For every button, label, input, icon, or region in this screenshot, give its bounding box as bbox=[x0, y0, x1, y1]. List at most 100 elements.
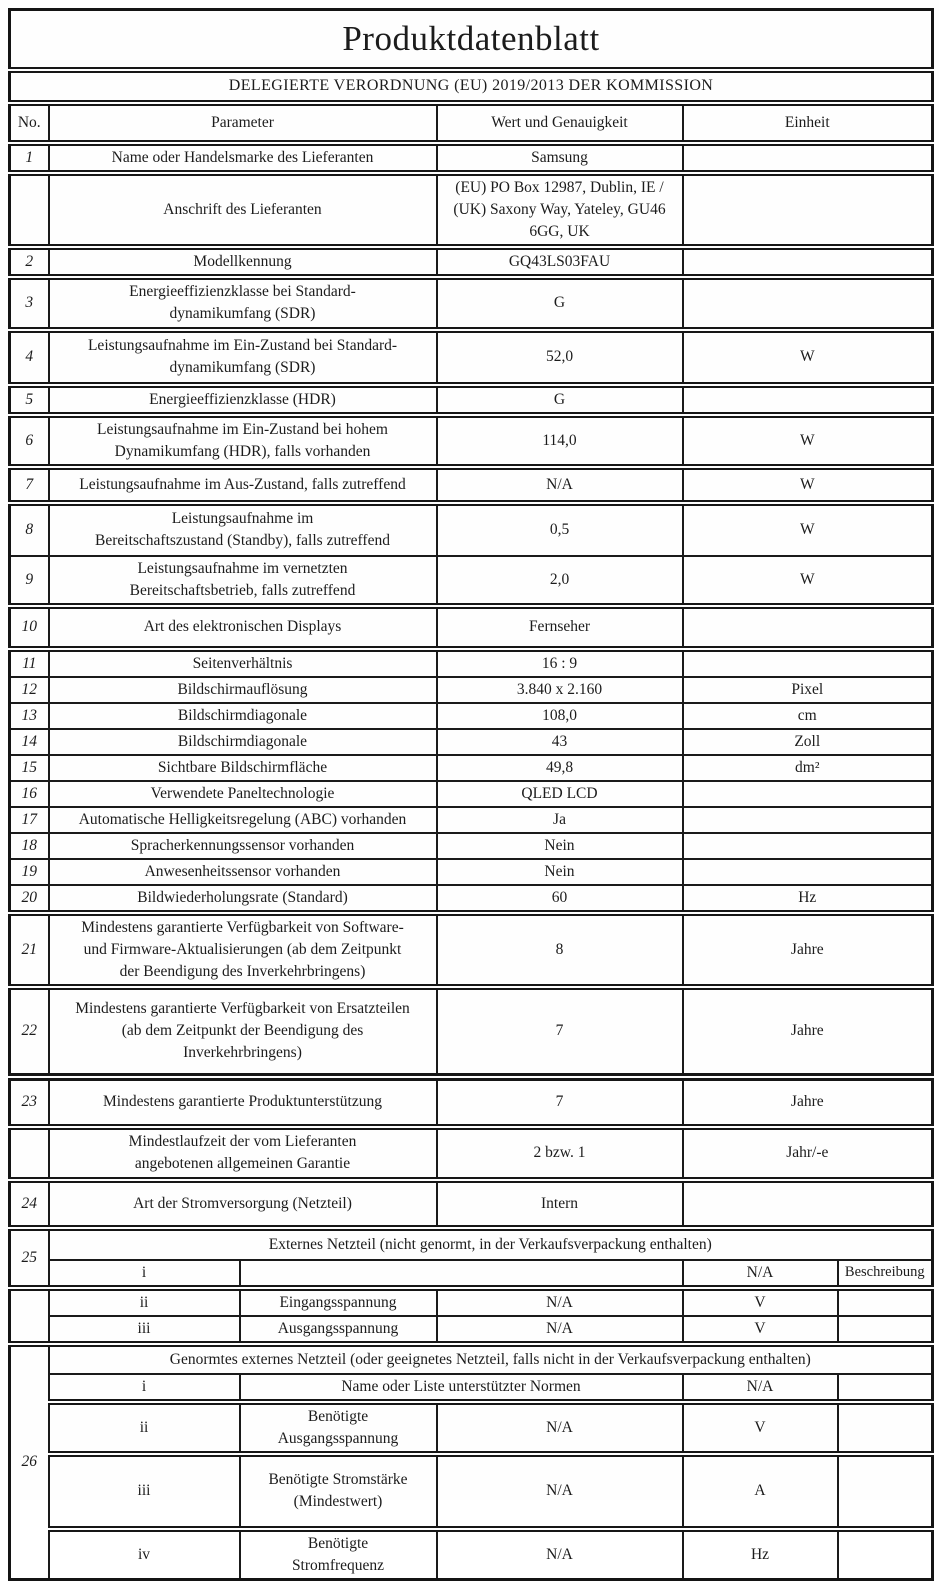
row-unit-cell: W bbox=[681, 326, 934, 386]
row-no-cell: 14 bbox=[8, 727, 50, 756]
row-parameter-cell: Leistungsaufnahme im vernetzten Bereitsc… bbox=[47, 554, 438, 607]
row-value-cell: 108,0 bbox=[435, 701, 684, 730]
sub-row-label: iv bbox=[47, 1525, 241, 1580]
col-header-value: Wert und Genauigkeit bbox=[435, 99, 684, 144]
sub-row-parameter-cell: Eingangsspannung bbox=[238, 1284, 438, 1317]
row-value-cell: 0,5 bbox=[435, 499, 684, 557]
section25-header: Externes Netzteil (nicht genormt, in der… bbox=[47, 1224, 934, 1261]
sub-row-unit-cell: V bbox=[681, 1284, 839, 1317]
row-unit-cell bbox=[681, 779, 934, 808]
row-unit-cell: W bbox=[681, 411, 934, 468]
sub-row-parameter-cell: Benötigte Stromfrequenz bbox=[238, 1525, 438, 1580]
row-parameter-cell: Leistungsaufnahme im Ein-Zustand bei Sta… bbox=[47, 326, 438, 386]
row-parameter-cell: Mindestens garantierte Produktunterstütz… bbox=[47, 1072, 438, 1128]
sub-row-unit-cell: V bbox=[681, 1398, 839, 1455]
row-no-cell: 23 bbox=[8, 1072, 50, 1128]
row-unit-cell: W bbox=[681, 463, 934, 504]
row-unit-cell bbox=[681, 381, 934, 416]
row-parameter-cell: Energieeffizienzklasse (HDR) bbox=[47, 381, 438, 416]
row-no-cell: 11 bbox=[8, 645, 50, 678]
sub-row-value-cell: N/A bbox=[435, 1525, 684, 1580]
row-parameter-cell: Mindestlaufzeit der vom Lieferanten ange… bbox=[47, 1123, 438, 1181]
row-no-cell: 15 bbox=[8, 753, 50, 782]
row-parameter-cell: Bildschirmdiagonale bbox=[47, 701, 438, 730]
row-no-cell: 3 bbox=[8, 273, 50, 331]
row-value-cell: G bbox=[435, 381, 684, 416]
row-no-cell: 16 bbox=[8, 779, 50, 808]
row-unit-cell: W bbox=[681, 499, 934, 557]
row-value-cell: G bbox=[435, 273, 684, 331]
product-datasheet-page: Produktdatenblatt DELEGIERTE VERORDNUNG … bbox=[8, 8, 935, 1581]
row-unit-cell bbox=[681, 243, 934, 278]
col-header-unit: Einheit bbox=[681, 99, 934, 144]
row-unit-cell bbox=[681, 273, 934, 331]
row-unit-cell: W bbox=[681, 554, 934, 607]
row-parameter-cell: Seitenverhältnis bbox=[47, 645, 438, 678]
datasheet-table: Produktdatenblatt DELEGIERTE VERORDNUNG … bbox=[8, 8, 935, 1581]
row-unit-cell: Jahr/-e bbox=[681, 1123, 934, 1181]
sub-row-unit-cell: A bbox=[681, 1450, 839, 1530]
sub-row-parameter-cell: Benötigte Ausgangsspannung bbox=[238, 1398, 438, 1455]
row-parameter-cell: Anwesenheitssensor vorhanden bbox=[47, 857, 438, 886]
row-parameter-cell: Bildschirmdiagonale bbox=[47, 727, 438, 756]
row-unit-cell: Jahre bbox=[681, 983, 934, 1078]
regulation-banner: DELEGIERTE VERORDNUNG (EU) 2019/2013 DER… bbox=[8, 66, 934, 104]
row-unit-cell: dm² bbox=[681, 753, 934, 782]
row-unit-cell: Jahre bbox=[681, 909, 934, 988]
section25-no-spacer bbox=[8, 1284, 50, 1345]
sub-row-label: i bbox=[47, 1258, 241, 1289]
row-parameter-cell: Art des elektronischen Displays bbox=[47, 602, 438, 650]
sub-row-label: iii bbox=[47, 1450, 241, 1530]
row-unit-cell bbox=[681, 1176, 934, 1229]
row-parameter-cell: Leistungsaufnahme im Ein-Zustand bei hoh… bbox=[47, 411, 438, 468]
row-value-cell: 43 bbox=[435, 727, 684, 756]
sub-row-description-cell bbox=[836, 1284, 934, 1317]
row-no-cell: 17 bbox=[8, 805, 50, 834]
row-no-cell: 4 bbox=[8, 326, 50, 386]
row-no-cell: 9 bbox=[8, 554, 50, 607]
sub-row-unit-cell: Hz bbox=[681, 1525, 839, 1580]
row-parameter-cell: Anschrift des Lieferanten bbox=[47, 169, 438, 248]
row-parameter-cell: Name oder Handelsmarke des Lieferanten bbox=[47, 139, 438, 174]
row-no-cell bbox=[8, 169, 50, 248]
row-unit-cell bbox=[681, 602, 934, 650]
row-value-cell: GQ43LS03FAU bbox=[435, 243, 684, 278]
row-unit-cell: cm bbox=[681, 701, 934, 730]
row-parameter-cell: Bildwiederholungsrate (Standard) bbox=[47, 883, 438, 914]
row-value-cell: 8 bbox=[435, 909, 684, 988]
page-title: Produktdatenblatt bbox=[8, 8, 934, 71]
row-value-cell: Ja bbox=[435, 805, 684, 834]
row-no-cell: 2 bbox=[8, 243, 50, 278]
row-value-cell: 114,0 bbox=[435, 411, 684, 468]
row-no-cell: 13 bbox=[8, 701, 50, 730]
sub-row-value-cell: N/A bbox=[681, 1258, 839, 1289]
sub-row-description-cell bbox=[836, 1314, 934, 1345]
sub-row-parameter-cell bbox=[238, 1258, 684, 1289]
section26-header: Genormtes externes Netzteil (oder geeign… bbox=[47, 1340, 934, 1375]
col-header-parameter: Parameter bbox=[47, 99, 438, 144]
sub-row-value-cell: N/A bbox=[435, 1450, 684, 1530]
sub-row-parameter-cell: Name oder Liste unterstützter Normen bbox=[238, 1372, 684, 1403]
row-no-cell: 7 bbox=[8, 463, 50, 504]
sub-row-label: iii bbox=[47, 1314, 241, 1345]
row-unit-cell bbox=[681, 857, 934, 886]
row-value-cell: Fernseher bbox=[435, 602, 684, 650]
row-parameter-cell: Sichtbare Bildschirmfläche bbox=[47, 753, 438, 782]
row-parameter-cell: Verwendete Paneltechnologie bbox=[47, 779, 438, 808]
row-unit-cell bbox=[681, 139, 934, 174]
row-no-cell: 20 bbox=[8, 883, 50, 914]
sub-row-description-cell: Beschreibung bbox=[836, 1258, 934, 1289]
sub-row-value-cell: N/A bbox=[435, 1284, 684, 1317]
sub-row-label: i bbox=[47, 1372, 241, 1403]
row-no-cell: 8 bbox=[8, 499, 50, 557]
row-no-cell: 18 bbox=[8, 831, 50, 860]
row-unit-cell: Jahre bbox=[681, 1072, 934, 1128]
sub-row-description-cell bbox=[836, 1525, 934, 1580]
row-no-cell bbox=[8, 1123, 50, 1181]
row-unit-cell: Zoll bbox=[681, 727, 934, 756]
row-no-cell: 6 bbox=[8, 411, 50, 468]
row-value-cell: 7 bbox=[435, 983, 684, 1078]
row-no-cell: 5 bbox=[8, 381, 50, 416]
row-value-cell: 2,0 bbox=[435, 554, 684, 607]
col-header-no: No. bbox=[8, 99, 50, 144]
